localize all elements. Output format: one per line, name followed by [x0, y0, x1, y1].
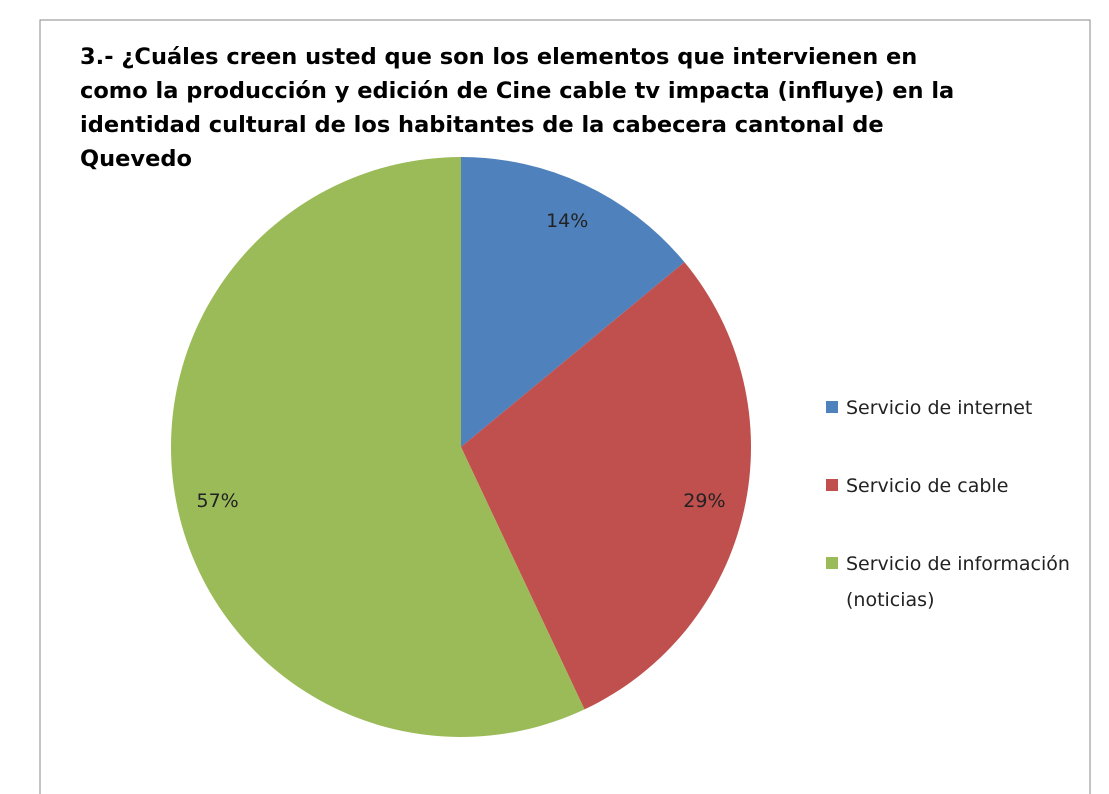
data-label: 29%	[683, 490, 725, 512]
data-label: 14%	[546, 210, 588, 232]
legend-label: Servicio de internet	[846, 397, 1033, 419]
chart-frame	[39, 19, 1091, 794]
legend-item: Servicio de internet	[826, 390, 1101, 426]
chart-title: 3.- ¿Cuáles creen usted que son los elem…	[80, 44, 955, 172]
legend-label: Servicio de información (noticias)	[846, 553, 1070, 611]
pie-slice	[461, 262, 751, 710]
legend-label: Servicio de cable	[846, 475, 1009, 497]
legend-swatch	[826, 479, 838, 491]
legend-swatch	[826, 557, 838, 569]
pie-slice	[171, 157, 585, 737]
legend-item: Servicio de cable	[826, 468, 1101, 504]
legend-swatch	[826, 401, 838, 413]
legend-item: Servicio de información (noticias)	[826, 546, 1101, 618]
data-label: 57%	[196, 490, 238, 512]
legend: Servicio de internet Servicio de cable Ser…	[826, 390, 1101, 660]
pie-slice	[461, 157, 685, 447]
